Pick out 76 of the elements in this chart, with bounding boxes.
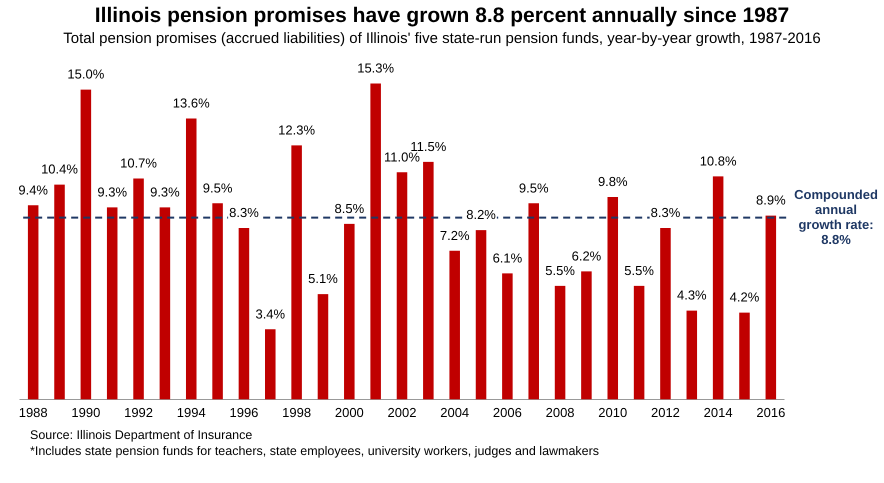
ref-line-label: Compounded annual growth rate: 8.8%	[794, 186, 878, 247]
data-label: 9.4%	[18, 182, 48, 198]
data-label: 5.5%	[624, 262, 654, 278]
data-label: 9.3%	[97, 184, 128, 200]
data-label: 5.1%	[308, 271, 338, 286]
bar	[160, 207, 170, 400]
x-tick-label: 1992	[124, 404, 154, 420]
bar	[686, 310, 698, 400]
data-label: 7.2%	[440, 228, 470, 243]
bar	[265, 329, 276, 400]
bar	[449, 250, 460, 400]
x-tick-label: 2008	[546, 404, 575, 420]
bar	[80, 90, 92, 400]
bar	[712, 176, 724, 400]
bar	[607, 197, 618, 400]
data-label: 8.3%	[650, 205, 681, 220]
source-note: Source: Illinois Department of Insurance	[30, 427, 254, 443]
data-label: 4.2%	[730, 290, 760, 305]
x-tick-label: 1998	[282, 404, 312, 420]
data-label: 9.3%	[150, 184, 180, 200]
data-label: 15.3%	[357, 60, 395, 76]
bar	[370, 83, 381, 400]
data-label: 6.2%	[572, 248, 602, 264]
x-tick-label: 2000	[334, 404, 364, 420]
data-label: 8.2%	[466, 207, 496, 222]
bar	[186, 118, 197, 400]
bar	[581, 271, 592, 400]
bar	[423, 162, 434, 400]
text: *Includes state pension funds for teachers, state employees, university workers, judges and lawmakers	[30, 443, 600, 459]
data-label: 15.0%	[67, 66, 105, 82]
x-tick-label: 1988	[18, 404, 48, 420]
data-label: 9.8%	[598, 174, 628, 190]
x-tick-label: 1996	[229, 404, 258, 420]
data-label: 9.5%	[518, 180, 549, 196]
bar	[476, 230, 486, 400]
data-label: 10.4%	[41, 162, 78, 177]
x-tick-label: 2004	[440, 404, 470, 420]
bar	[28, 205, 38, 400]
data-label: 6.1%	[492, 250, 523, 266]
x-tick-label: 2010	[598, 404, 628, 420]
data-label: 8.3%	[229, 205, 260, 220]
x-tick-label: 1994	[176, 404, 206, 420]
bar	[554, 286, 566, 400]
x-tick-label: 2016	[756, 404, 786, 420]
bar	[238, 228, 250, 400]
bar	[502, 273, 513, 400]
chart-subtitle: Total pension promises (accrued liabilities) of Illinois' five state-run pension funds, year-by-year growth, 1987-2016	[62, 30, 822, 47]
chart-title: Illinois pension promises have grown 8.8 percent annually since 1987	[94, 3, 790, 28]
bar	[528, 203, 539, 400]
bar	[133, 178, 144, 400]
bar	[634, 286, 644, 400]
data-label: 3.4%	[255, 306, 286, 322]
data-label: 8.9%	[756, 192, 786, 208]
data-label: 10.7%	[120, 156, 158, 171]
bar	[739, 312, 750, 400]
bar	[54, 184, 65, 400]
data-label: 12.3%	[278, 122, 316, 138]
x-tick-label: 2006	[492, 404, 522, 420]
bar	[212, 203, 223, 400]
bar	[344, 224, 355, 400]
x-tick-label: 1990	[71, 404, 100, 420]
bar	[106, 207, 118, 400]
data-label: 4.3%	[676, 288, 708, 303]
x-tick-label: 2014	[704, 404, 733, 420]
data-label: 5.5%	[545, 262, 576, 278]
x-tick-label: 2002	[388, 404, 416, 420]
data-label: 10.8%	[700, 153, 737, 168]
bar	[291, 145, 302, 400]
bar	[766, 216, 776, 400]
bar	[660, 228, 671, 400]
data-label: 8.5%	[334, 200, 365, 216]
bar	[318, 294, 328, 400]
data-label: 9.5%	[202, 180, 233, 196]
x-tick-label: 2012	[650, 404, 680, 420]
data-label: 13.6%	[172, 96, 210, 111]
bar	[396, 172, 408, 400]
